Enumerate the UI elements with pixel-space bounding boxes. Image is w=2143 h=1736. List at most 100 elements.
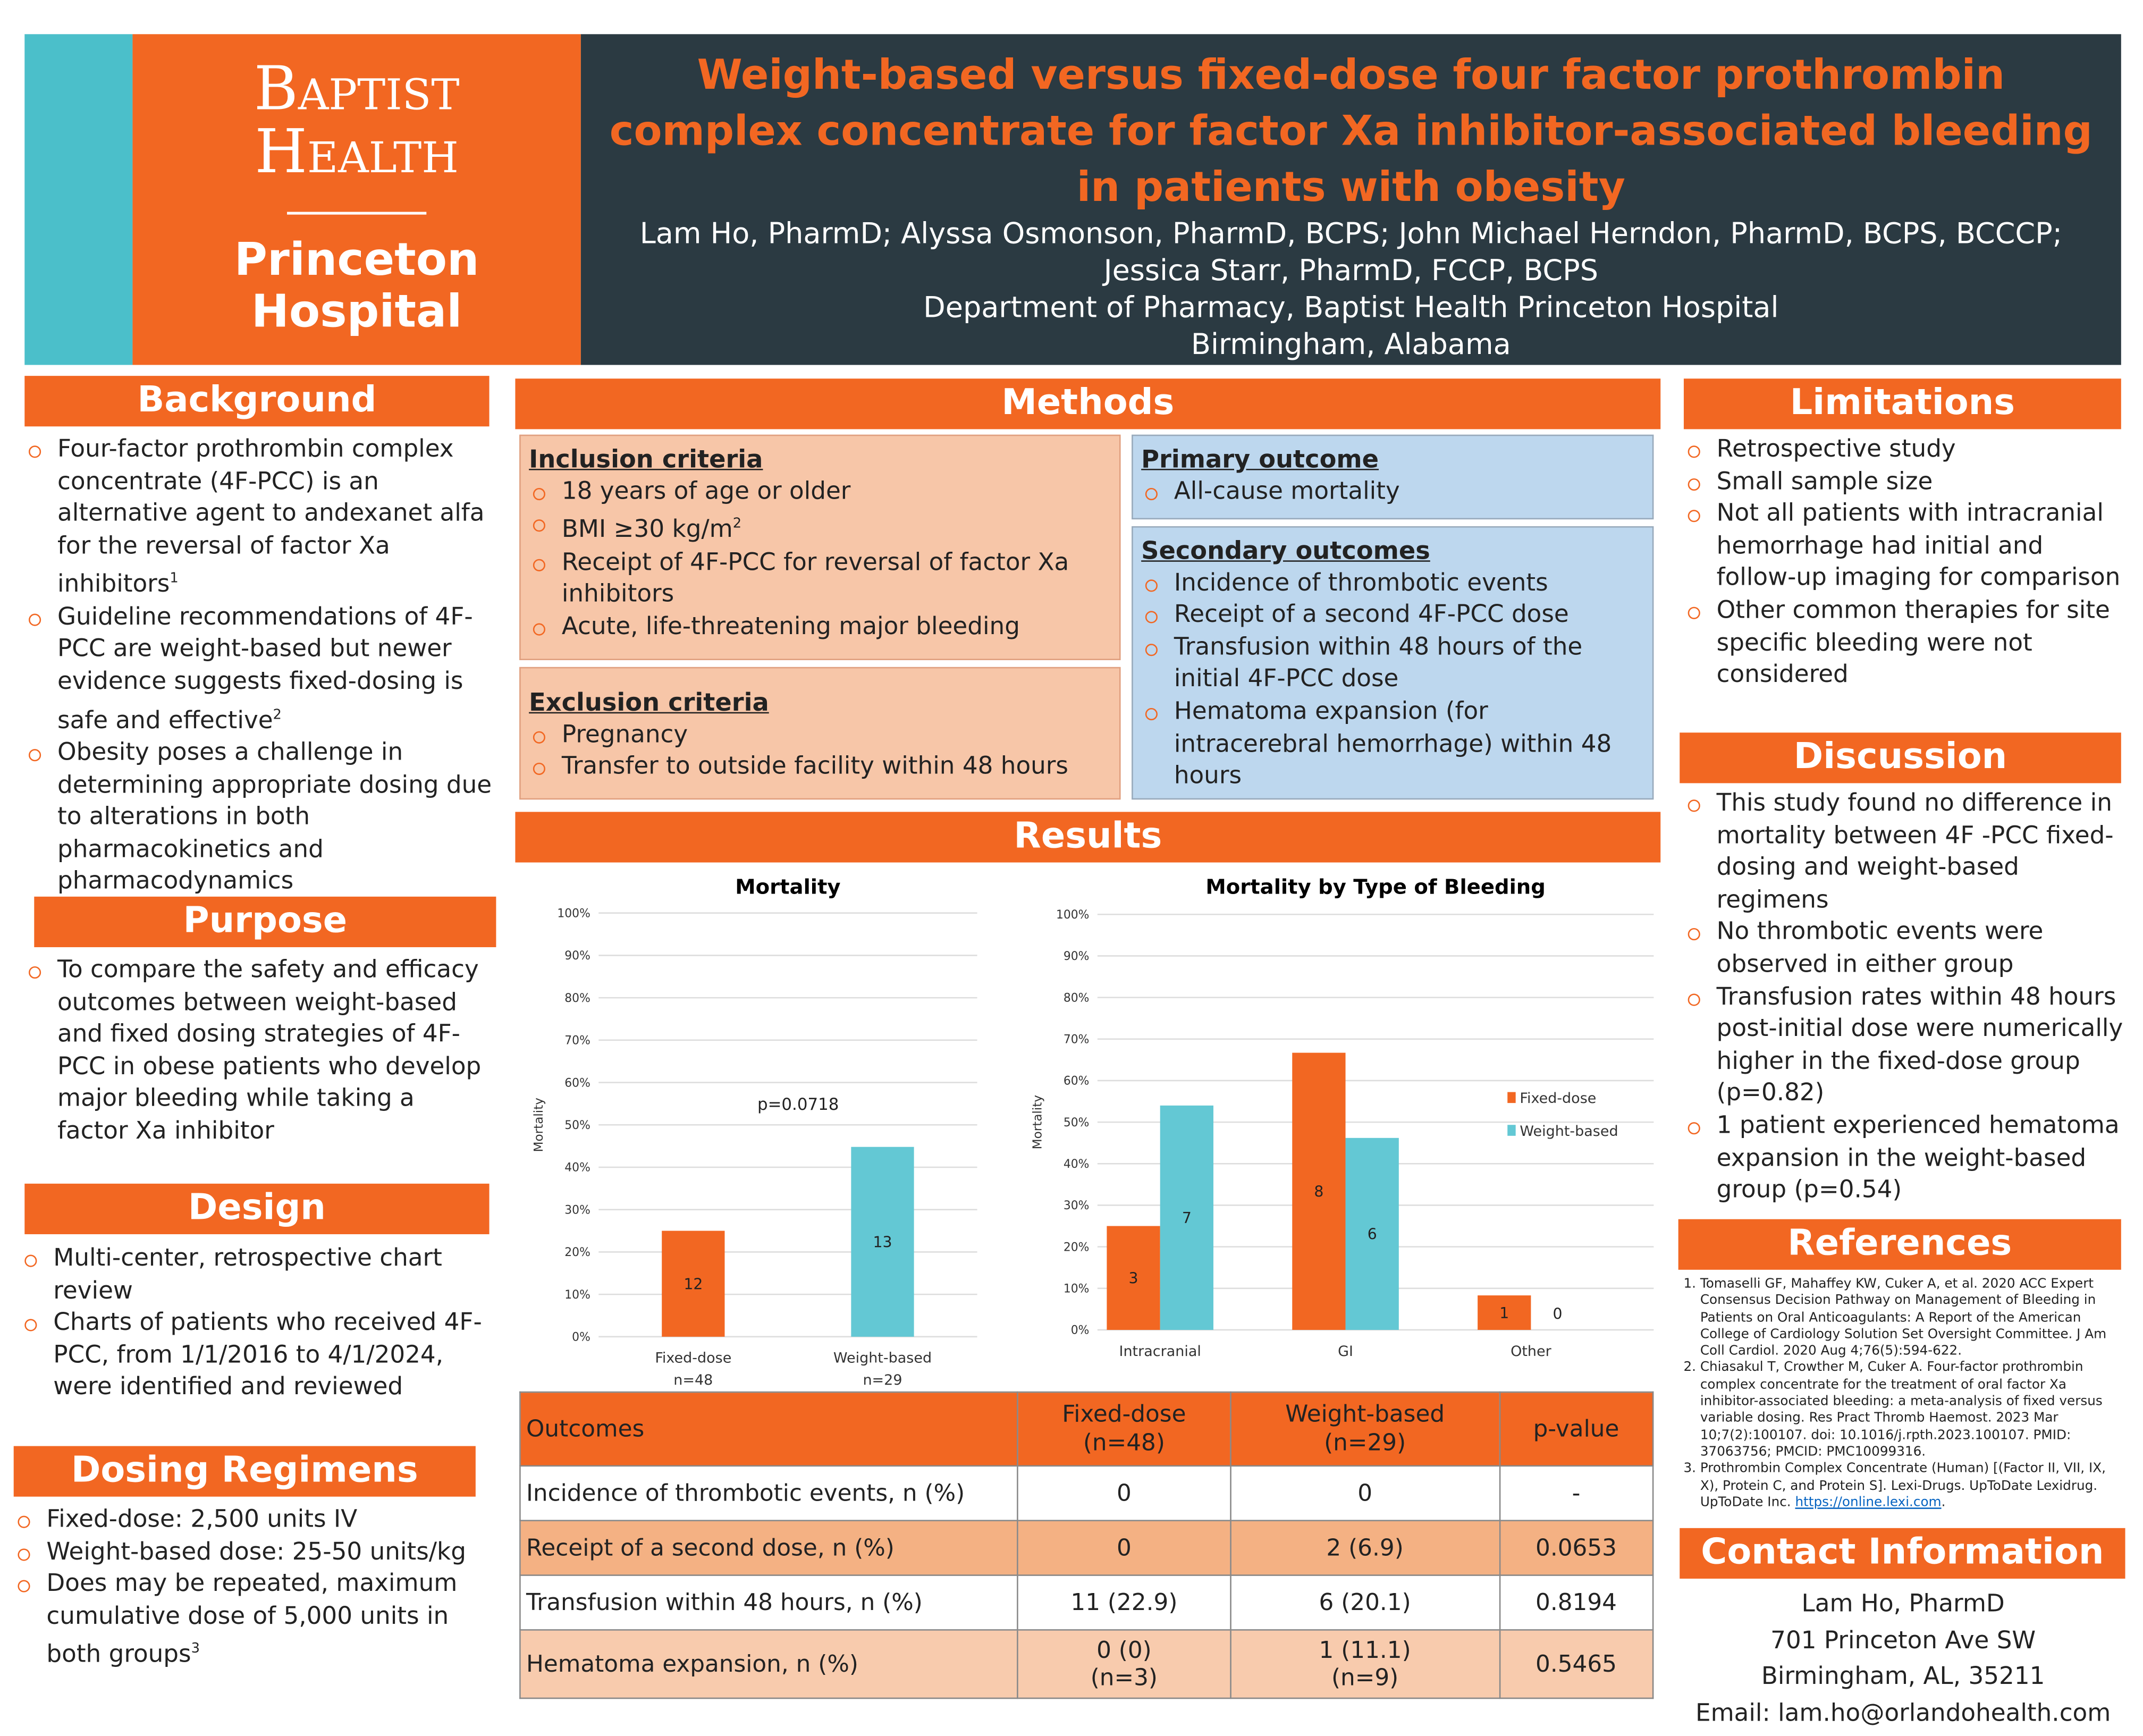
dosing-list: Fixed-dose: 2,500 units IV Weight-based … [14, 1505, 478, 1673]
secondary-outcome-box: Secondary outcomes Incidence of thrombot… [1132, 526, 1654, 800]
bar [851, 1147, 914, 1337]
limitations-heading: Limitations [1683, 378, 2121, 429]
col-fixed: Fixed-dose (n=48) [1017, 1391, 1231, 1467]
primary-title: Primary outcome [1141, 445, 1379, 475]
department: Department of Pharmacy, Baptist Health P… [923, 291, 1779, 324]
x-tick-label: Other [1511, 1343, 1552, 1360]
logo-panel: Baptist Health Princeton Hospital [132, 34, 581, 365]
y-tick-label: 90% [564, 949, 590, 963]
y-tick-label: 40% [564, 1161, 590, 1175]
hospital-name-2: Hospital [251, 284, 462, 338]
bar-data-label: 0 [1553, 1305, 1563, 1322]
bar [1160, 1105, 1213, 1330]
limitations-list: Retrospective study Small sample size No… [1684, 435, 2121, 693]
y-tick-label: 50% [564, 1119, 590, 1132]
x-tick-label: Intracranial [1119, 1343, 1201, 1360]
list-item: Multi-center, retrospective chart review [21, 1244, 485, 1308]
x-tick-sublabel: n=48 [673, 1372, 713, 1388]
list-item: Transfer to outside facility within 48 h… [529, 752, 1111, 785]
y-tick-label: 60% [564, 1076, 590, 1090]
y-tick-label: 80% [1064, 991, 1090, 1005]
reference-item: Chiasakul T, Crowther M, Cuker A. Four-f… [1700, 1361, 2119, 1462]
bar-data-label: 13 [873, 1234, 892, 1251]
list-item: Four-factor prothrombin complex concentr… [24, 435, 496, 603]
list-item: Charts of patients who received 4F-PCC, … [21, 1308, 485, 1405]
chart-title: Mortality [735, 875, 840, 899]
y-tick-label: 100% [1056, 908, 1089, 922]
list-item: Other common therapies for site specific… [1684, 596, 2121, 693]
contact-email[interactable]: Email: lam.ho@orlandohealth.com [1695, 1699, 2111, 1727]
inclusion-box: Inclusion criteria 18 years of age or ol… [519, 434, 1121, 660]
y-tick-label: 10% [564, 1288, 590, 1302]
x-tick-label: Fixed-dose [655, 1350, 731, 1367]
secondary-title: Secondary outcomes [1141, 537, 1430, 566]
legend-swatch [1507, 1092, 1516, 1103]
legend-swatch [1507, 1125, 1516, 1136]
inclusion-title: Inclusion criteria [529, 445, 763, 475]
list-item: Transfusion rates within 48 hours post-i… [1684, 982, 2128, 1111]
mortality-by-type-chart: Mortality by Type of Bleeding 0% 10% 20% 30%… [1031, 875, 1654, 1360]
list-item: Receipt of a second 4F-PCC dose [1141, 600, 1644, 633]
y-tick-label: 70% [564, 1034, 590, 1048]
reference-link[interactable]: https://online.lexi.com [1795, 1495, 1942, 1511]
col-outcomes: Outcomes [519, 1391, 1018, 1467]
table-row: Incidence of thrombotic events, n (%) 0 0- [519, 1465, 1654, 1521]
list-item: Pregnancy [529, 720, 1111, 752]
contact-heading: Contact Information [1680, 1528, 2125, 1579]
teal-block [24, 34, 133, 365]
bar [1292, 1052, 1346, 1330]
title-panel: Weight-based versus fixed-dose four fact… [580, 34, 2121, 365]
dosing-heading: Dosing Regimens [13, 1446, 476, 1497]
list-item: Guideline recommendations of 4F-PCC are … [24, 603, 496, 738]
bar-data-label: 8 [1314, 1183, 1323, 1201]
list-item: Incidence of thrombotic events [1141, 568, 1644, 601]
list-item: 1 patient experienced hematoma expansion… [1684, 1111, 2128, 1208]
y-tick-label: 0% [1071, 1324, 1090, 1337]
poster-title: Weight-based versus fixed-dose four fact… [609, 52, 2093, 212]
list-item: Receipt of 4F-PCC for reversal of factor… [529, 547, 1111, 612]
bar [1345, 1137, 1399, 1330]
x-tick-label: GI [1338, 1343, 1353, 1360]
bar [1478, 1295, 1531, 1330]
y-axis-label: Mortality [1031, 1095, 1044, 1149]
col-pvalue: p-value [1498, 1391, 1654, 1467]
hospital-name-1: Princeton [234, 232, 479, 286]
contact-name: Lam Ho, PharmD [1801, 1591, 2005, 1619]
reference-item: Prothrombin Complex Concentrate (Human) … [1700, 1462, 2119, 1512]
y-tick-label: 90% [1064, 950, 1090, 963]
mortality-chart: Mortality 0% 10% 20% 30% 40% 50% 60% 70% 80% 90% 10… [532, 875, 977, 1388]
background-list: Four-factor prothrombin complex concentr… [24, 435, 496, 899]
p-value-annotation: p=0.0718 [757, 1095, 839, 1114]
legend-label: Weight-based [1520, 1123, 1618, 1140]
design-heading: Design [24, 1183, 490, 1234]
bar-data-label: 6 [1368, 1226, 1377, 1243]
y-tick-label: 0% [572, 1331, 590, 1344]
background-heading: Background [24, 376, 490, 427]
list-item: Obesity poses a challenge in determining… [24, 738, 496, 899]
y-tick-label: 60% [1064, 1075, 1090, 1088]
y-tick-label: 30% [564, 1203, 590, 1217]
design-list: Multi-center, retrospective chart review… [21, 1244, 485, 1405]
list-item: Does may be repeated, maximum cumulative… [14, 1569, 478, 1673]
bar-data-label: 3 [1129, 1270, 1138, 1287]
y-tick-label: 100% [557, 907, 590, 920]
y-tick-label: 20% [1064, 1241, 1090, 1254]
location: Birmingham, Alabama [1191, 328, 1511, 361]
purpose-heading: Purpose [34, 896, 496, 947]
contact-city: Birmingham, AL, 35211 [1761, 1663, 2045, 1691]
exclusion-box: Exclusion criteria Pregnancy Transfer to… [519, 667, 1121, 800]
table-header-row: Outcomes Fixed-dose (n=48) Weight-based … [519, 1391, 1654, 1467]
col-weight: Weight-based (n=29) [1230, 1391, 1500, 1467]
legend-label: Fixed-dose [1520, 1090, 1596, 1107]
list-item: Small sample size [1684, 467, 2121, 499]
methods-heading: Methods [515, 378, 1661, 429]
bar [1107, 1226, 1160, 1330]
results-heading: Results [515, 812, 1661, 863]
table-row: Transfusion within 48 hours, n (%) 11 (22… [519, 1574, 1654, 1631]
authors-1: Lam Ho, PharmD; Alyssa Osmonson, PharmD,… [639, 217, 2062, 250]
x-tick-label: Weight-based [833, 1350, 932, 1367]
y-tick-label: 40% [1064, 1158, 1090, 1171]
references-heading: References [1678, 1219, 2121, 1270]
list-item: Hematoma expansion (for intracerebral he… [1141, 697, 1644, 794]
